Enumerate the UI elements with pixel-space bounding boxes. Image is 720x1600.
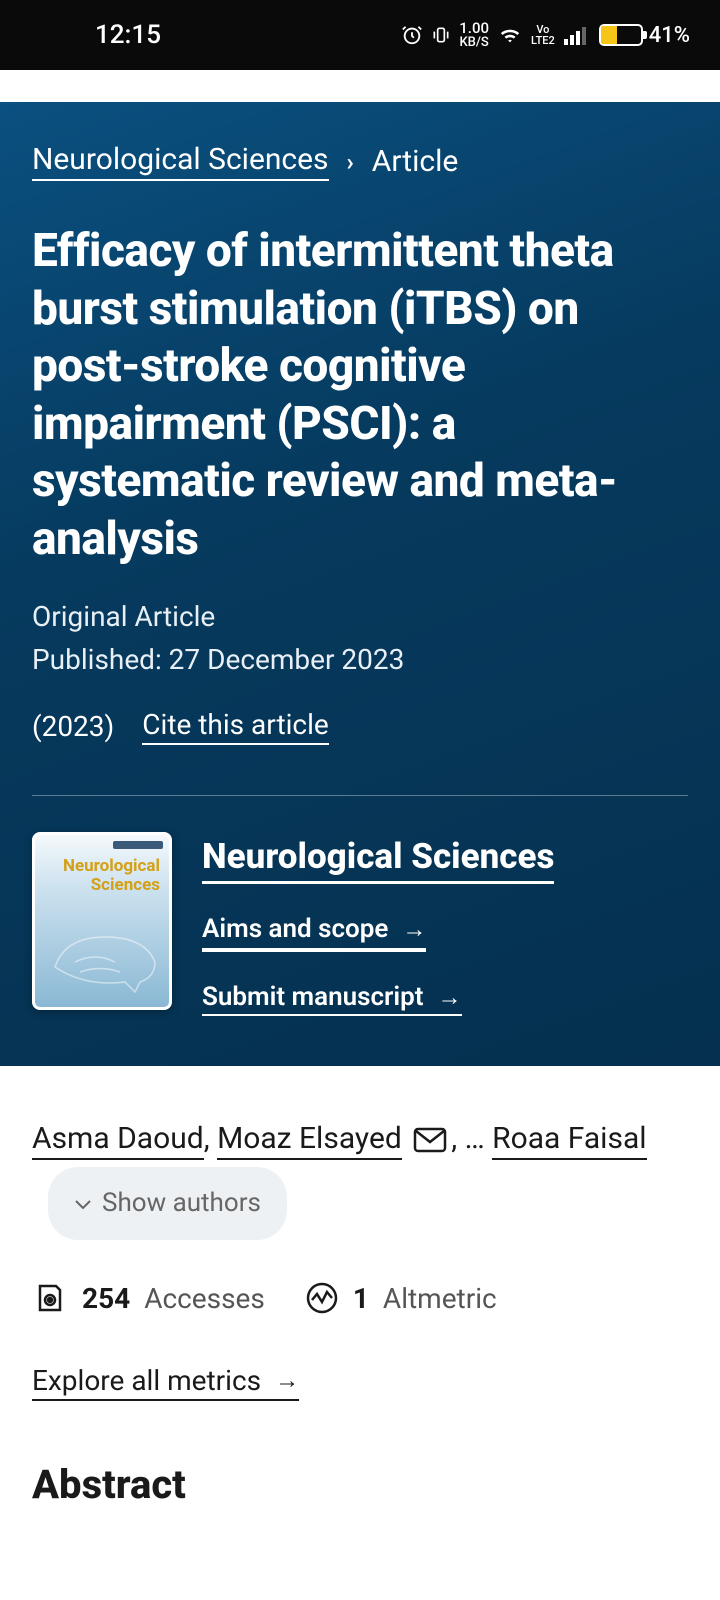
data-rate: 1.00 KB/S xyxy=(459,21,489,49)
volte-label: Vo LTE2 xyxy=(531,24,555,46)
accesses-metric: 254 Accesses xyxy=(32,1280,265,1316)
author-link[interactable]: Moaz Elsayed xyxy=(217,1121,402,1160)
article-hero: Neurological Sciences › Article Efficacy… xyxy=(0,102,720,1066)
submit-manuscript-link[interactable]: Submit manuscript→ xyxy=(202,982,462,1016)
author-link[interactable]: Asma Daoud xyxy=(32,1121,204,1160)
altmetric-metric: 1 Altmetric xyxy=(305,1281,497,1315)
battery-percent: 41% xyxy=(649,23,690,48)
metrics-row: 254 Accesses 1 Altmetric xyxy=(32,1280,688,1316)
arrow-right-icon: → xyxy=(438,983,462,1012)
signal-icon xyxy=(563,25,589,45)
top-white-strip xyxy=(0,70,720,102)
aims-scope-link[interactable]: Aims and scope→ xyxy=(202,914,426,952)
chevron-down-icon xyxy=(74,1198,92,1210)
journal-name-link[interactable]: Neurological Sciences xyxy=(202,836,554,884)
cite-article-link[interactable]: Cite this article xyxy=(142,708,328,745)
status-time: 12:15 xyxy=(95,20,161,50)
accesses-icon xyxy=(32,1280,68,1316)
battery-indicator: 41% xyxy=(599,23,690,48)
article-type: Original Article xyxy=(32,600,688,633)
published-date: Published: 27 December 2023 xyxy=(32,643,688,676)
show-authors-button[interactable]: Show authors xyxy=(48,1167,287,1240)
authors-line: Asma Daoud, Moaz Elsayed , … Roaa Faisal… xyxy=(32,1110,688,1240)
chevron-right-icon: › xyxy=(347,148,354,176)
brain-illustration-icon xyxy=(45,917,165,997)
breadcrumb-journal-link[interactable]: Neurological Sciences xyxy=(32,142,329,181)
hero-divider xyxy=(32,795,688,796)
wifi-icon xyxy=(497,24,523,46)
vibrate-icon xyxy=(431,24,451,46)
altmetric-icon xyxy=(305,1281,339,1315)
arrow-right-icon: → xyxy=(275,1366,299,1395)
breadcrumb: Neurological Sciences › Article xyxy=(32,142,688,181)
journal-cover[interactable]: Neurological Sciences xyxy=(32,832,172,1010)
status-bar: 12:15 1.00 KB/S Vo LTE2 41% xyxy=(0,0,720,70)
article-year: (2023) xyxy=(32,710,114,743)
arrow-right-icon: → xyxy=(402,915,426,944)
explore-metrics-link[interactable]: Explore all metrics → xyxy=(32,1364,299,1401)
article-title: Efficacy of intermittent theta burst sti… xyxy=(32,223,688,568)
mail-icon[interactable] xyxy=(413,1127,447,1153)
author-link[interactable]: Roaa Faisal xyxy=(492,1121,646,1160)
status-right: 1.00 KB/S Vo LTE2 41% xyxy=(401,21,690,49)
abstract-heading: Abstract xyxy=(32,1461,688,1508)
alarm-icon xyxy=(401,24,423,46)
article-body: Asma Daoud, Moaz Elsayed , … Roaa Faisal… xyxy=(0,1066,720,1508)
breadcrumb-current: Article xyxy=(372,144,458,179)
